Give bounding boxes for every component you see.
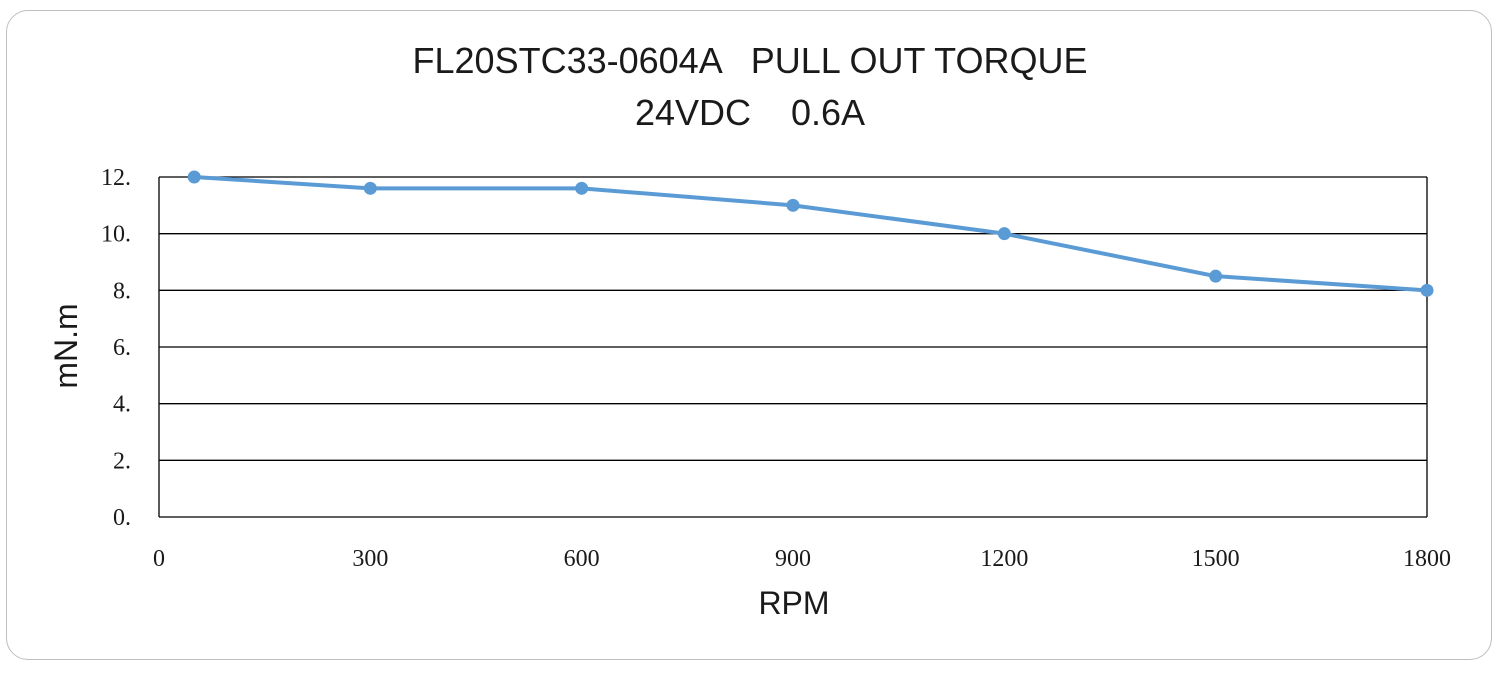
x-tick-label: 0	[153, 546, 165, 572]
data-point	[575, 181, 589, 195]
data-point	[786, 198, 800, 212]
data-point	[997, 227, 1011, 241]
y-tick-label: 2.	[113, 448, 131, 474]
x-tick-label: 300	[352, 546, 388, 572]
chart-frame	[6, 10, 1492, 660]
y-tick-label: 12.	[101, 165, 131, 191]
grid-layer	[158, 176, 1428, 518]
chart-subtitle: 24VDC 0.6A	[634, 92, 866, 133]
x-tick-label: 1500	[1192, 546, 1240, 572]
y-tick-label: 6.	[113, 335, 131, 361]
y-tick-label: 4.	[113, 392, 131, 418]
data-point	[363, 181, 377, 195]
tick-layer: 0. 2. 4. 6. 8. 10. 12. 0 300 600 900 1200 1500 1800	[101, 165, 1451, 572]
x-tick-label: 1800	[1403, 546, 1451, 572]
data-point	[1209, 269, 1223, 283]
data-point	[187, 170, 201, 184]
series-layer	[187, 170, 1434, 297]
y-tick-label: 8.	[113, 278, 131, 304]
x-axis-label: RPM	[758, 585, 829, 621]
data-point	[1420, 283, 1434, 297]
x-tick-label: 900	[775, 546, 811, 572]
x-tick-label: 1200	[980, 546, 1028, 572]
y-tick-label: 0.	[113, 505, 131, 531]
y-tick-label: 10.	[101, 222, 131, 248]
x-tick-label: 600	[564, 546, 600, 572]
y-axis-label: mN.m	[48, 303, 84, 388]
chart-title: FL20STC33-0604A PULL OUT TORQUE	[412, 40, 1088, 81]
